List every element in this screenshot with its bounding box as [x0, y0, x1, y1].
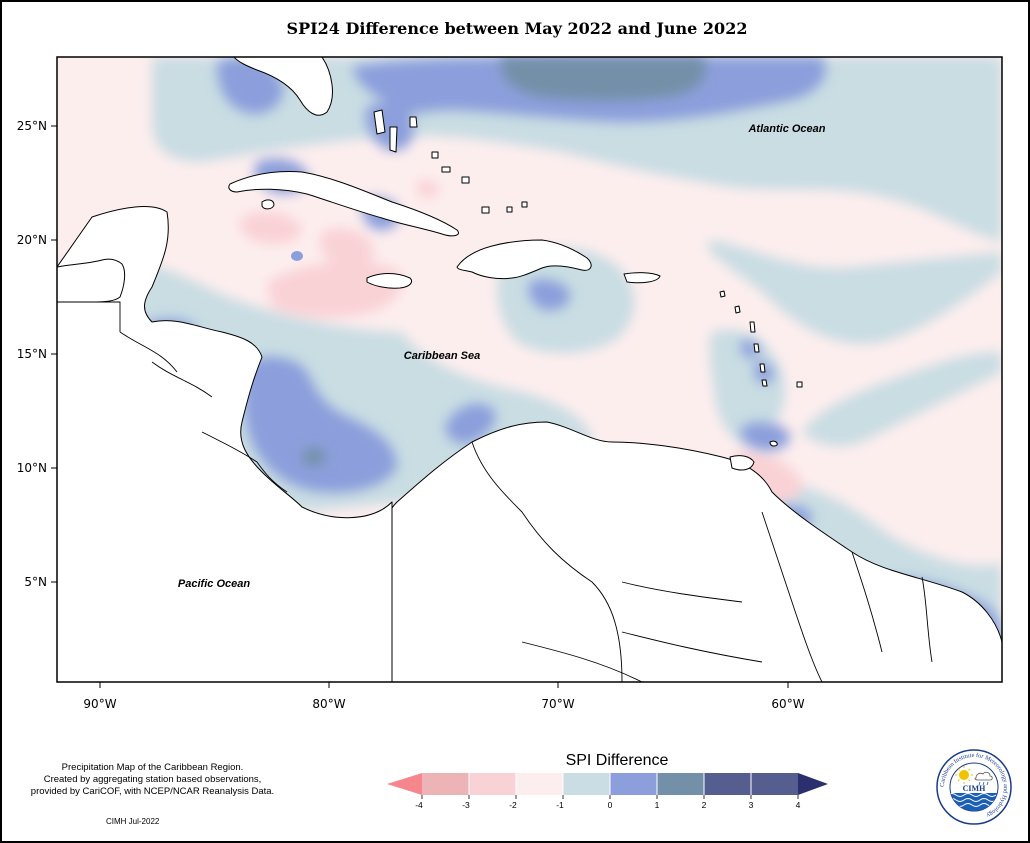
zone-neg2-jamaica [267, 262, 403, 318]
colorbar-arrow-low [387, 773, 422, 795]
lon-label: 80°W [312, 697, 345, 711]
colorbar-bin [422, 773, 469, 795]
caribbean-sea-label: Caribbean Sea [404, 350, 480, 362]
colorbar-bin [563, 773, 610, 795]
land-tobago [769, 440, 778, 447]
country-borders [57, 301, 933, 682]
credits-line: provided by CariCOF, with NCEP/NCAR Rean… [30, 786, 275, 797]
zone-pos1-colombia [445, 403, 496, 444]
colorbar-bin [751, 773, 798, 795]
land-central-america [57, 206, 393, 682]
lat-label: 10°N [17, 461, 47, 475]
atlantic-ocean-label: Atlantic Ocean [747, 123, 825, 135]
legend-title: SPI Difference [565, 752, 669, 769]
zone-pos0-ne [802, 352, 1002, 447]
land-bahamas [373, 109, 528, 214]
colorbar-bin [516, 773, 563, 795]
cimh-logo: Caribbean Institute for Meteorology and … [936, 749, 1012, 825]
date-stamp: CIMH Jul-2022 [106, 817, 160, 826]
rain-icon [978, 781, 989, 786]
credits-line: Precipitation Map of the Caribbean Regio… [61, 762, 244, 773]
colorbar-tick: 2 [702, 800, 707, 810]
colorbar-tick: -1 [556, 800, 564, 810]
land-isle-of-youth [261, 199, 275, 210]
colorbar-tick: 3 [749, 800, 754, 810]
colorbar-bin [610, 773, 657, 795]
zone-neg2-gulf [319, 228, 374, 268]
lat-axis [51, 125, 57, 583]
zone-pos2-atlantic [501, 57, 706, 101]
lat-label: 25°N [17, 119, 47, 133]
land-jamaica [366, 273, 413, 289]
land-florida [233, 57, 333, 116]
lat-label: 20°N [17, 233, 47, 247]
credits-block: Precipitation Map of the Caribbean Regio… [10, 762, 295, 798]
zone-pos1-haiti [528, 279, 571, 311]
land-puerto-rico [623, 272, 661, 284]
pacific-ocean-label: Pacific Ocean [178, 578, 250, 590]
zone-pos0-east [707, 240, 1002, 344]
colorbar-tick: -3 [462, 800, 470, 810]
sun-icon [959, 770, 969, 780]
land-yucatan [57, 258, 126, 303]
zone-neg2-cuba [240, 211, 302, 244]
colorbar-arrow-high [798, 773, 828, 795]
zone-pos1-cayman-dot [291, 251, 303, 261]
zone-pos0-atlantic [152, 57, 1002, 242]
map-frame [56, 56, 1003, 683]
lon-label: 70°W [541, 697, 574, 711]
land-trinidad [729, 455, 755, 471]
lat-label: 5°N [24, 575, 47, 589]
credits-line: Created by aggregating station based obs… [43, 774, 262, 785]
lon-label: 60°W [771, 697, 804, 711]
colorbar-tick: -4 [415, 800, 423, 810]
colorbar-tick: -2 [509, 800, 517, 810]
colorbar-tick: 0 [608, 800, 613, 810]
zone-pos1-nicaragua [243, 356, 397, 493]
lon-label: 90°W [83, 697, 116, 711]
logo-abbr: CIMH [963, 784, 986, 793]
lon-axis [99, 682, 789, 688]
map-title: SPI24 Difference between May 2022 and Ju… [286, 19, 748, 38]
colorbar-bin [704, 773, 751, 795]
colorbar-tick: 4 [796, 800, 801, 810]
land-south-america [384, 421, 1002, 682]
zone-pos0-antilles [709, 329, 786, 443]
zone-pos2-nicaragua [302, 448, 326, 466]
colorbar: -4 -3 -2 -1 0 1 2 3 4 [387, 773, 828, 810]
lat-label: 15°N [17, 347, 47, 361]
zone-pos1-trinidad [740, 422, 791, 452]
land-masses [57, 57, 1002, 682]
land-cuba [228, 171, 459, 237]
colorbar-tick: 1 [655, 800, 660, 810]
land-lesser-antilles [719, 290, 803, 388]
colorbar-bin [469, 773, 516, 795]
colorbar-bin [657, 773, 704, 795]
cloud-icon [974, 771, 993, 781]
land-hispaniola [456, 239, 592, 280]
zone-neg2-hispaniola [417, 180, 440, 198]
